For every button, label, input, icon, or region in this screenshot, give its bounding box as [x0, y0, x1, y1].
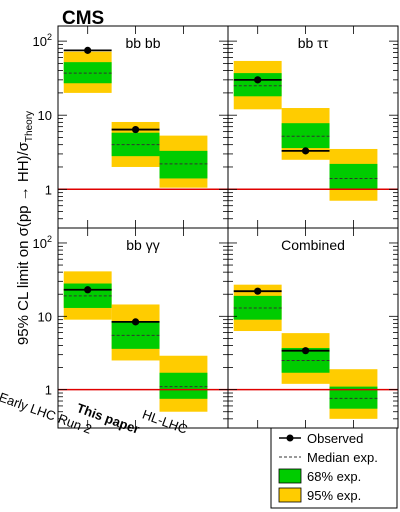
band68-bar — [159, 372, 208, 399]
legend-band95-label: 95% exp. — [307, 488, 361, 503]
band68-bar — [159, 150, 208, 179]
y-axis-label: 95% CL limit on σ(pp → HH)/σTheory — [15, 111, 35, 345]
experiment-label: CMS — [62, 8, 104, 29]
panel-title: bb bb — [125, 35, 160, 51]
band68-bar — [281, 123, 330, 149]
y-tick-label: 102 — [33, 234, 52, 251]
observed-marker — [131, 318, 140, 326]
observed-marker — [254, 287, 262, 295]
observed-marker — [301, 347, 310, 355]
panel-title: bb ττ — [298, 35, 329, 51]
band68-bar — [63, 62, 112, 84]
observed-marker — [84, 286, 92, 294]
panel-0: bb bb 1 10 102 — [33, 25, 229, 229]
legend-median-label: Median exp. — [307, 450, 378, 465]
panel-2: bb γγ 1 10 102 — [33, 227, 229, 429]
legend-band68-label: 68% exp. — [307, 469, 361, 484]
y-tick-label: 10 — [38, 309, 52, 324]
observed-marker — [131, 125, 140, 134]
y-axis-label-subscript: Theory — [24, 111, 35, 142]
observed-marker — [84, 46, 92, 54]
panel-title: Combined — [281, 237, 345, 253]
y-tick-label: 102 — [33, 32, 52, 49]
legend: Observed Median exp. 68% exp. 95% exp. — [270, 427, 398, 509]
panel-1: bb ττ — [227, 25, 399, 229]
band68-bar — [329, 386, 378, 409]
panels: bb bb 1 10 102 bb ττ bb γγ 1 10 102 Combined — [33, 25, 399, 429]
legend-observed-marker — [286, 434, 294, 442]
legend-band95-swatch — [278, 487, 302, 503]
y-tick-label: 1 — [45, 383, 52, 398]
band68-bar — [329, 163, 378, 190]
observed-marker — [254, 76, 262, 84]
panel-3: Combined — [227, 227, 399, 429]
y-tick-label: 10 — [38, 108, 52, 123]
observed-marker — [301, 147, 310, 155]
band68-bar — [233, 295, 282, 320]
legend-band68-swatch — [278, 468, 302, 484]
band68-bar — [111, 132, 160, 157]
legend-observed-label: Observed — [307, 431, 363, 446]
y-axis-label-main: 95% CL limit on σ(pp → HH)/σ — [15, 141, 32, 345]
band68-bar — [233, 73, 282, 97]
panel-title: bb γγ — [126, 237, 159, 253]
y-tick-label: 1 — [45, 182, 52, 197]
